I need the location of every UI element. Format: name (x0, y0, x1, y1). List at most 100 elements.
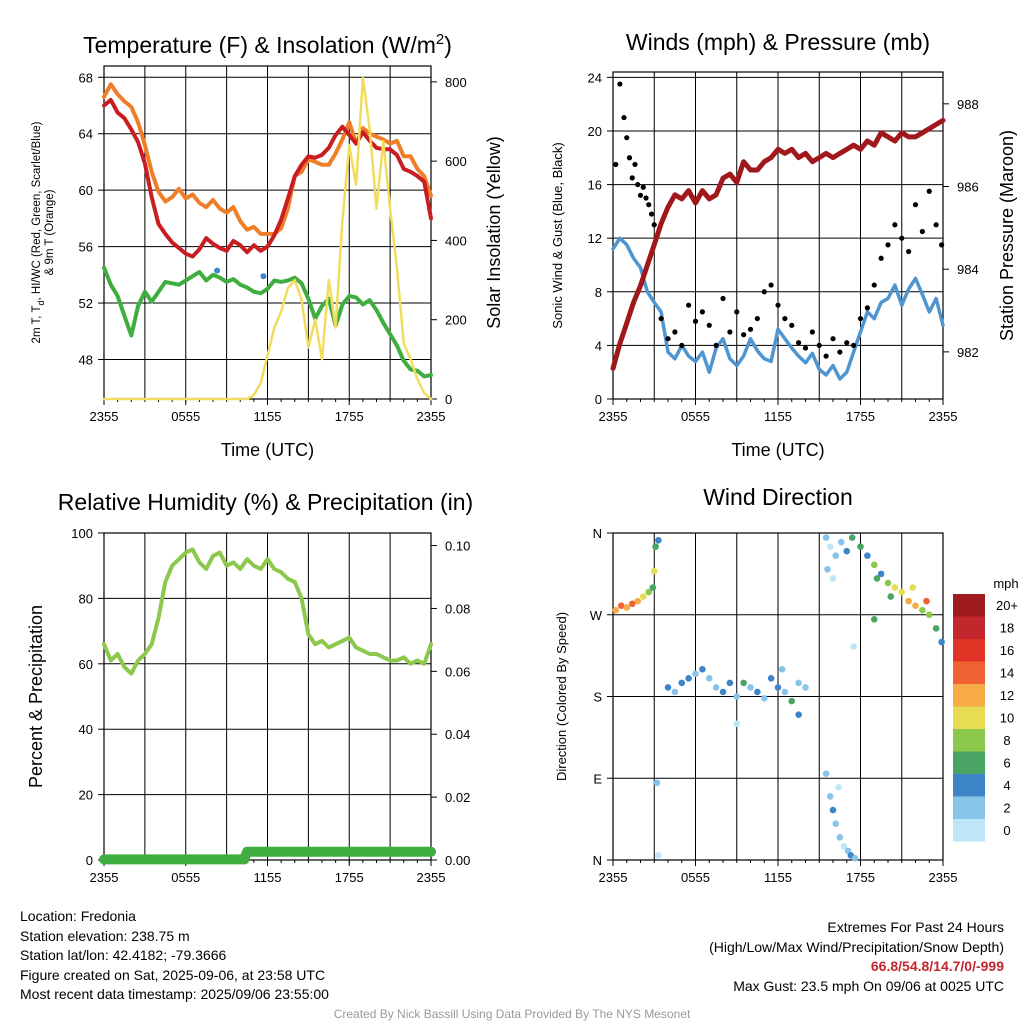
wind-direction-point (623, 604, 631, 611)
wind-direction-point (822, 534, 830, 541)
x-tick-label: 2355 (929, 409, 958, 424)
temperature-x-axis-label: Time (UTC) (221, 440, 314, 460)
wind-direction-point (877, 570, 885, 578)
y-tick-label: 56 (79, 240, 93, 255)
gust-point (727, 329, 733, 335)
gust-point (789, 322, 795, 328)
wind-direction-point (832, 552, 840, 560)
wind-direction-point (795, 711, 802, 718)
gust-point (775, 302, 781, 308)
wind-direction-point (840, 843, 848, 850)
gust-point (782, 315, 788, 322)
x-tick-label: 2355 (90, 409, 119, 424)
y-tick-label: S (593, 690, 602, 705)
gust-point (626, 155, 633, 161)
x-tick-label: 2355 (417, 870, 446, 885)
humidity-panel: Relative Humidity (%) & Precipitation (i… (26, 489, 473, 885)
extremes-values: 66.8/54.8/14.7/0/-999 (870, 958, 1004, 974)
credit-line: Created By Nick Bassill Using Data Provi… (333, 1007, 691, 1021)
colorbar-swatch (953, 684, 985, 707)
y-tick-label: 68 (79, 70, 93, 85)
gust-point (640, 184, 646, 190)
wind-direction-point (835, 784, 842, 791)
series-line-2 (102, 265, 433, 379)
x-tick-label: 2355 (417, 409, 446, 424)
colorbar-label: 20+ (996, 598, 1018, 613)
title-text: Temperature (F) & Insolation (W/m (83, 32, 436, 58)
series-line-1 (102, 97, 433, 259)
humidity-y-axis-label: Percent & Precipitation (26, 605, 46, 788)
gust-point (734, 309, 740, 315)
wind-direction-point (864, 552, 871, 560)
wind-direction-point (850, 643, 857, 650)
plot-border (103, 65, 432, 400)
wind-direction-point (898, 588, 906, 596)
series-line-3 (102, 76, 433, 401)
wind-direction-point (754, 688, 761, 696)
wind-direction-point (843, 547, 851, 555)
y-tick-label: 24 (588, 70, 602, 85)
gust-point (871, 282, 877, 288)
colorbar-label: 16 (1000, 643, 1014, 658)
wind-direction-point (836, 833, 844, 841)
wind-direction-point (829, 575, 837, 582)
gust-point (621, 114, 627, 121)
colorbar-swatch (953, 594, 985, 617)
wind-direction-point (712, 684, 720, 691)
gust-point (768, 282, 774, 288)
gust-point (823, 353, 829, 359)
y2-tick-label: 0.10 (445, 539, 470, 554)
y2-tick-label: 0.02 (445, 790, 470, 805)
y2-tick-label: 400 (445, 233, 467, 248)
wind-direction-point (617, 602, 625, 609)
colorbar-label: 2 (1003, 801, 1010, 816)
y-tick-label: 4 (595, 338, 602, 353)
wind-direction-point (760, 695, 768, 702)
wind-direction-point (699, 665, 706, 673)
plot-border (612, 532, 944, 861)
plot-border (612, 71, 944, 400)
y2-tick-label: 600 (445, 154, 467, 169)
gust-point (692, 318, 699, 324)
wind-direction-point (802, 684, 809, 691)
wind-direction-point (919, 606, 926, 614)
y-tick-label: 12 (588, 231, 602, 246)
series-line-0 (102, 547, 433, 676)
gust-point (686, 302, 692, 308)
wind-direction-point (733, 720, 741, 728)
y2-tick-label: 0.00 (445, 853, 470, 868)
title-text-end: ) (444, 32, 452, 58)
gust-point (939, 242, 945, 248)
x-tick-label: 1755 (846, 870, 875, 885)
y2-tick-label: 200 (445, 313, 467, 328)
wind-direction-point (628, 600, 636, 608)
temperature-panel: Temperature (F) & Insolation (W/m2) 2355 0… (31, 31, 504, 460)
gust-point (796, 340, 802, 346)
gust-point (899, 235, 905, 241)
winds-y-axis-label: Sonic Wind & Gust (Blue, Black) (550, 142, 565, 328)
wind-direction-point (925, 611, 933, 619)
wind-direction-point (692, 670, 699, 678)
gust-point (816, 342, 822, 348)
y-tick-label: 48 (79, 352, 93, 367)
wind-direction-point (639, 593, 647, 600)
gust-point (665, 336, 671, 342)
wind-direction-point (905, 597, 912, 605)
gust-point (741, 332, 747, 338)
winds-x-axis-label: Time (UTC) (731, 440, 824, 460)
colorbar-label: 18 (1000, 621, 1014, 636)
wind-direction-point (655, 536, 662, 544)
wind-direction-point (829, 806, 837, 814)
gust-point (837, 349, 843, 355)
gust-point (658, 315, 664, 322)
wind-direction-point (726, 679, 734, 687)
wind-direction-point (938, 638, 945, 646)
y-tick-label: 60 (79, 657, 93, 672)
y2-tick-label: 800 (445, 75, 467, 90)
gust-point (646, 202, 652, 208)
gust-point (637, 192, 644, 198)
wind-direction-point (652, 543, 659, 550)
y2-tick-label: 988 (957, 97, 979, 112)
station-latlon: Station lat/lon: 42.4182; -79.3666 (20, 947, 227, 963)
wind-direction-point (788, 697, 796, 705)
